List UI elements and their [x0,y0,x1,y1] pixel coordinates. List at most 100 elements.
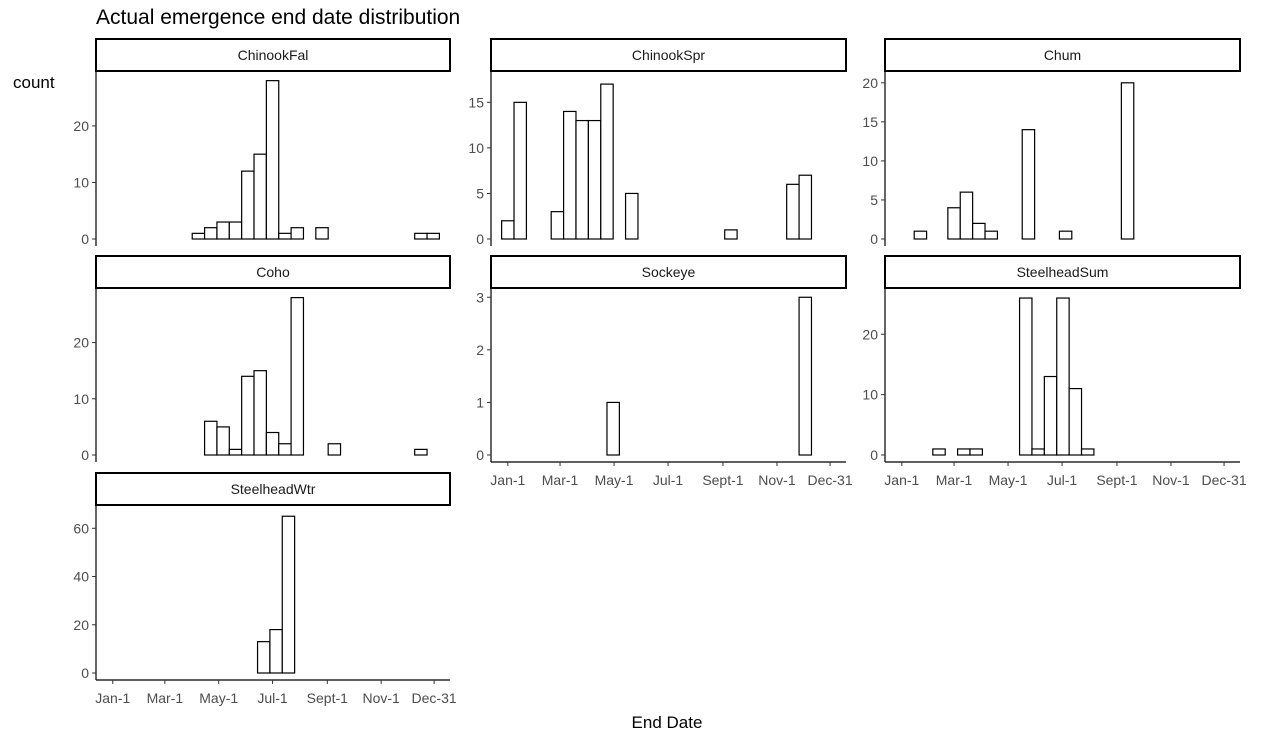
histogram-bar [913,230,928,240]
histogram-bar [290,227,305,240]
y-tick-label: 0 [476,447,484,463]
x-tick-label: Mar-1 [147,690,184,706]
x-tick-label: Sept-1 [1096,472,1137,488]
y-tick-label: 15 [468,94,484,110]
x-tick-label: Sept-1 [702,472,743,488]
histogram-bar [1056,297,1070,456]
y-tick-label: 0 [870,231,878,247]
histogram-bar [972,222,986,240]
histogram-bar [216,221,230,240]
histogram-bar [414,232,428,240]
histogram-bar [191,232,206,240]
histogram-bar [513,101,528,240]
histogram-bar [786,183,800,240]
histogram-bar [624,192,639,240]
facet-panel-SteelheadWtr: SteelheadWtr 0 20 40 60 Jan-1 Mar-1 May-1 Jul-1 S… [73,472,457,706]
facet-strip [884,255,1241,289]
facet-strip-label: ChinookFal [238,47,309,63]
x-tick-label: Dec-31 [807,472,852,488]
y-tick-label: 10 [73,174,89,190]
y-tick-label: 0 [476,231,484,247]
y-tick-label: 10 [862,387,878,403]
histogram-bar [203,420,218,456]
y-tick-label: 5 [476,185,484,201]
x-tick-label: Jul-1 [1047,472,1078,488]
facet-strip-label: SteelheadWtr [231,481,316,497]
histogram-bar [253,153,267,240]
facet-strip-label: Sockeye [642,264,696,280]
facet-strip-label: Chum [1044,47,1081,63]
histogram-bar [724,229,738,240]
facet-strip [884,38,1241,72]
histogram-bar [969,448,983,456]
histogram-bar [265,80,280,240]
facet-strip [95,38,451,72]
histogram-bar [203,227,218,240]
y-tick-label: 20 [73,335,89,351]
y-tick-label: 0 [81,447,89,463]
histogram-bar [1068,387,1083,456]
x-tick-label: Nov-1 [758,472,796,488]
histogram-bar [228,221,243,240]
histogram-bar [932,448,946,456]
histogram-bar [278,232,292,240]
histogram-bar [253,370,267,456]
histogram-bar [1043,375,1058,456]
histogram-bar [278,443,292,456]
y-tick-label: 0 [870,447,878,463]
x-tick-label: Jan-1 [95,690,130,706]
facet-panel-Sockeye: Sockeye 0 1 2 3 Jan-1 Mar-1 May-1 Jul-1 Sept-1 Nov… [476,255,853,488]
y-axis-label: count [13,73,55,92]
y-tick-label: 10 [862,153,878,169]
y-tick-label: 10 [468,140,484,156]
histogram-bar [550,211,565,240]
histogram-bar [501,220,515,240]
histogram-bar [290,297,305,456]
histogram-bar [216,426,230,456]
histogram-bar [1031,448,1045,456]
facet-strip [490,255,847,289]
histogram-bar [228,448,243,456]
facet-strip [490,38,847,72]
chart-title: Actual emergence end date distribution [96,6,460,29]
histogram-bar [984,230,999,240]
y-tick-label: 20 [862,75,878,91]
facet-strip [95,255,451,289]
histogram-bar [600,83,614,240]
facet-strip-label: ChinookSpr [632,47,705,63]
y-tick-label: 0 [81,665,89,681]
histogram-bar [1080,448,1095,456]
y-tick-label: 40 [73,569,89,585]
x-tick-label: Jul-1 [653,472,684,488]
x-tick-label: Mar-1 [936,472,973,488]
histogram-bar [327,443,342,456]
histogram-bar [606,401,620,456]
histogram-bar [562,110,577,240]
x-tick-label: May-1 [199,690,238,706]
histogram-bar [798,174,813,240]
histogram-bar [281,515,296,674]
histogram-bar [265,431,280,456]
histogram-bar [947,207,961,240]
y-tick-label: 20 [862,326,878,342]
facet-panel-Chum: Chum 0 5 10 15 20 [862,38,1241,247]
x-tick-label: Nov-1 [1152,472,1190,488]
histogram-bar [256,641,271,674]
x-tick-label: Jan-1 [490,472,525,488]
x-tick-label: May-1 [595,472,634,488]
histogram-bar [315,227,329,240]
histogram-bar [1120,82,1135,240]
facet-panel-Coho: Coho 0 10 20 [73,255,451,463]
histogram-bar [575,119,589,240]
y-tick-label: 5 [870,192,878,208]
histogram-bar [269,628,283,674]
y-tick-label: 10 [73,391,89,407]
y-tick-label: 3 [476,289,484,305]
facet-panel-SteelheadSum: SteelheadSum 0 10 20 Jan-1 Mar-1 May-1 Jul-1 Sep… [862,255,1247,488]
x-tick-label: Jul-1 [257,690,288,706]
x-tick-label: Sept-1 [307,690,348,706]
facet-strip [95,472,451,506]
facet-strip-label: SteelheadSum [1017,264,1109,280]
